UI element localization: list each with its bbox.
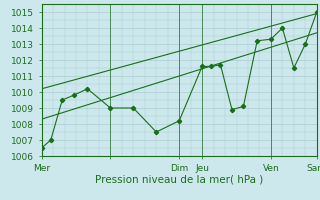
X-axis label: Pression niveau de la mer( hPa ): Pression niveau de la mer( hPa ) (95, 174, 263, 184)
